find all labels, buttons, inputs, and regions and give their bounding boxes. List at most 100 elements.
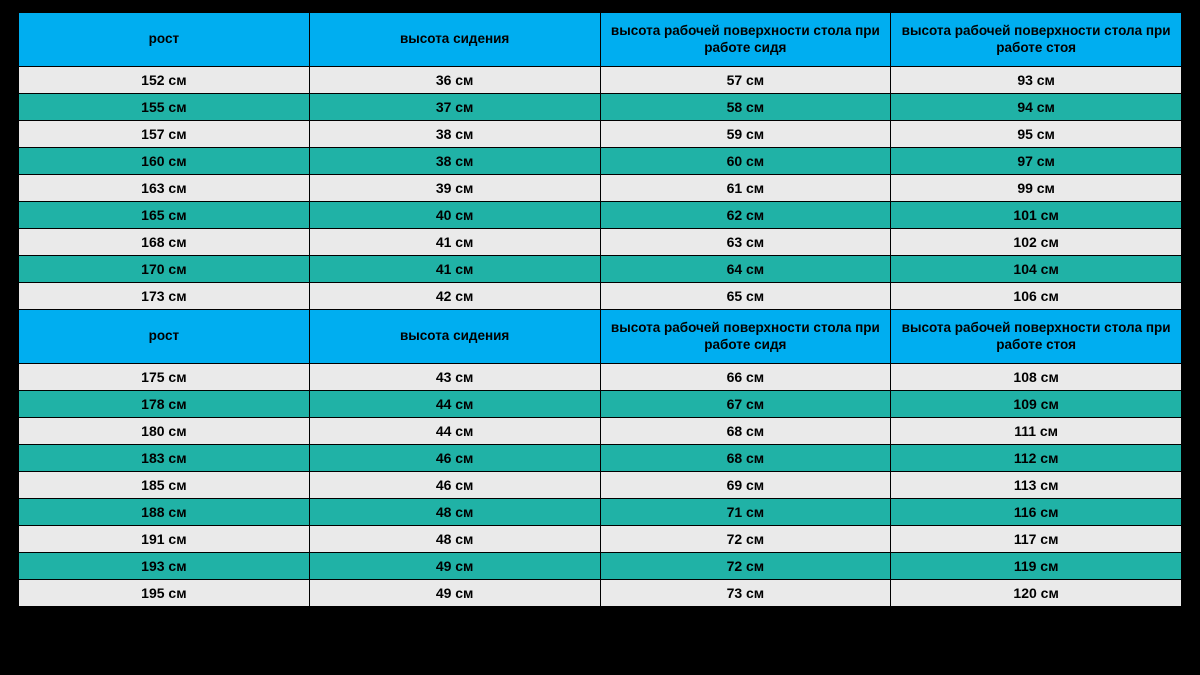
- table-cell: 95 см: [891, 121, 1182, 148]
- table-row: 183 см46 см68 см112 см: [19, 445, 1182, 472]
- table-row: 193 см49 см72 см119 см: [19, 553, 1182, 580]
- col-header: высота рабочей поверхности стола при раб…: [891, 310, 1182, 364]
- table-cell: 157 см: [19, 121, 310, 148]
- table-header-1: рост высота сидения высота рабочей повер…: [19, 13, 1182, 67]
- table-cell: 102 см: [891, 229, 1182, 256]
- table-row: 168 см41 см63 см102 см: [19, 229, 1182, 256]
- table-cell: 38 см: [309, 148, 600, 175]
- table-cell: 180 см: [19, 418, 310, 445]
- height-reference-table: рост высота сидения высота рабочей повер…: [18, 12, 1182, 607]
- table-row: 157 см38 см59 см95 см: [19, 121, 1182, 148]
- table-cell: 178 см: [19, 391, 310, 418]
- table-cell: 183 см: [19, 445, 310, 472]
- table-cell: 61 см: [600, 175, 891, 202]
- table-cell: 160 см: [19, 148, 310, 175]
- table-cell: 163 см: [19, 175, 310, 202]
- table-cell: 104 см: [891, 256, 1182, 283]
- table-cell: 173 см: [19, 283, 310, 310]
- table-cell: 185 см: [19, 472, 310, 499]
- table-cell: 111 см: [891, 418, 1182, 445]
- ergonomics-table: рост высота сидения высота рабочей повер…: [18, 12, 1182, 607]
- table-row: 185 см46 см69 см113 см: [19, 472, 1182, 499]
- table-cell: 67 см: [600, 391, 891, 418]
- col-header: высота рабочей поверхности стола при раб…: [891, 13, 1182, 67]
- table-cell: 44 см: [309, 418, 600, 445]
- table-cell: 43 см: [309, 364, 600, 391]
- table-cell: 119 см: [891, 553, 1182, 580]
- table-cell: 46 см: [309, 445, 600, 472]
- table-cell: 195 см: [19, 580, 310, 607]
- table-cell: 49 см: [309, 553, 600, 580]
- table-cell: 72 см: [600, 553, 891, 580]
- table-cell: 170 см: [19, 256, 310, 283]
- table-cell: 49 см: [309, 580, 600, 607]
- table-cell: 155 см: [19, 94, 310, 121]
- table-cell: 112 см: [891, 445, 1182, 472]
- table-cell: 66 см: [600, 364, 891, 391]
- table-cell: 73 см: [600, 580, 891, 607]
- table-cell: 165 см: [19, 202, 310, 229]
- table-cell: 108 см: [891, 364, 1182, 391]
- table-cell: 188 см: [19, 499, 310, 526]
- col-header: высота сидения: [309, 13, 600, 67]
- table-cell: 94 см: [891, 94, 1182, 121]
- table-cell: 68 см: [600, 418, 891, 445]
- table-cell: 191 см: [19, 526, 310, 553]
- table-row: 173 см42 см65 см106 см: [19, 283, 1182, 310]
- table-cell: 62 см: [600, 202, 891, 229]
- col-header: высота рабочей поверхности стола при раб…: [600, 310, 891, 364]
- table-cell: 101 см: [891, 202, 1182, 229]
- table-cell: 99 см: [891, 175, 1182, 202]
- table-cell: 93 см: [891, 67, 1182, 94]
- table-cell: 116 см: [891, 499, 1182, 526]
- table-cell: 40 см: [309, 202, 600, 229]
- table-row: 160 см38 см60 см97 см: [19, 148, 1182, 175]
- table-row: 170 см41 см64 см104 см: [19, 256, 1182, 283]
- table-cell: 39 см: [309, 175, 600, 202]
- table-cell: 64 см: [600, 256, 891, 283]
- table-row: 195 см49 см73 см120 см: [19, 580, 1182, 607]
- table-row: 152 см36 см57 см93 см: [19, 67, 1182, 94]
- col-header: рост: [19, 13, 310, 67]
- table-cell: 48 см: [309, 526, 600, 553]
- table-cell: 60 см: [600, 148, 891, 175]
- table-cell: 68 см: [600, 445, 891, 472]
- table-cell: 48 см: [309, 499, 600, 526]
- table-cell: 58 см: [600, 94, 891, 121]
- table-cell: 38 см: [309, 121, 600, 148]
- table-row: 163 см39 см61 см99 см: [19, 175, 1182, 202]
- col-header: высота сидения: [309, 310, 600, 364]
- table-row: 155 см37 см58 см94 см: [19, 94, 1182, 121]
- table-cell: 109 см: [891, 391, 1182, 418]
- table-cell: 117 см: [891, 526, 1182, 553]
- table-cell: 71 см: [600, 499, 891, 526]
- table-row: 178 см44 см67 см109 см: [19, 391, 1182, 418]
- table-header-2: рост высота сидения высота рабочей повер…: [19, 310, 1182, 364]
- table-cell: 113 см: [891, 472, 1182, 499]
- table-row: 191 см48 см72 см117 см: [19, 526, 1182, 553]
- table-cell: 44 см: [309, 391, 600, 418]
- table-cell: 97 см: [891, 148, 1182, 175]
- table-cell: 57 см: [600, 67, 891, 94]
- table-cell: 63 см: [600, 229, 891, 256]
- col-header: высота рабочей поверхности стола при раб…: [600, 13, 891, 67]
- table-row: 165 см40 см62 см101 см: [19, 202, 1182, 229]
- table-cell: 59 см: [600, 121, 891, 148]
- table-row: 175 см43 см66 см108 см: [19, 364, 1182, 391]
- col-header: рост: [19, 310, 310, 364]
- table-cell: 36 см: [309, 67, 600, 94]
- table-cell: 65 см: [600, 283, 891, 310]
- table-cell: 72 см: [600, 526, 891, 553]
- table-cell: 37 см: [309, 94, 600, 121]
- table-cell: 42 см: [309, 283, 600, 310]
- table-body-2: 175 см43 см66 см108 см178 см44 см67 см10…: [19, 364, 1182, 607]
- table-row: 188 см48 см71 см116 см: [19, 499, 1182, 526]
- table-cell: 106 см: [891, 283, 1182, 310]
- table-cell: 41 см: [309, 229, 600, 256]
- table-body-1: 152 см36 см57 см93 см155 см37 см58 см94 …: [19, 67, 1182, 310]
- table-cell: 46 см: [309, 472, 600, 499]
- table-row: 180 см44 см68 см111 см: [19, 418, 1182, 445]
- table-cell: 168 см: [19, 229, 310, 256]
- table-cell: 152 см: [19, 67, 310, 94]
- table-cell: 175 см: [19, 364, 310, 391]
